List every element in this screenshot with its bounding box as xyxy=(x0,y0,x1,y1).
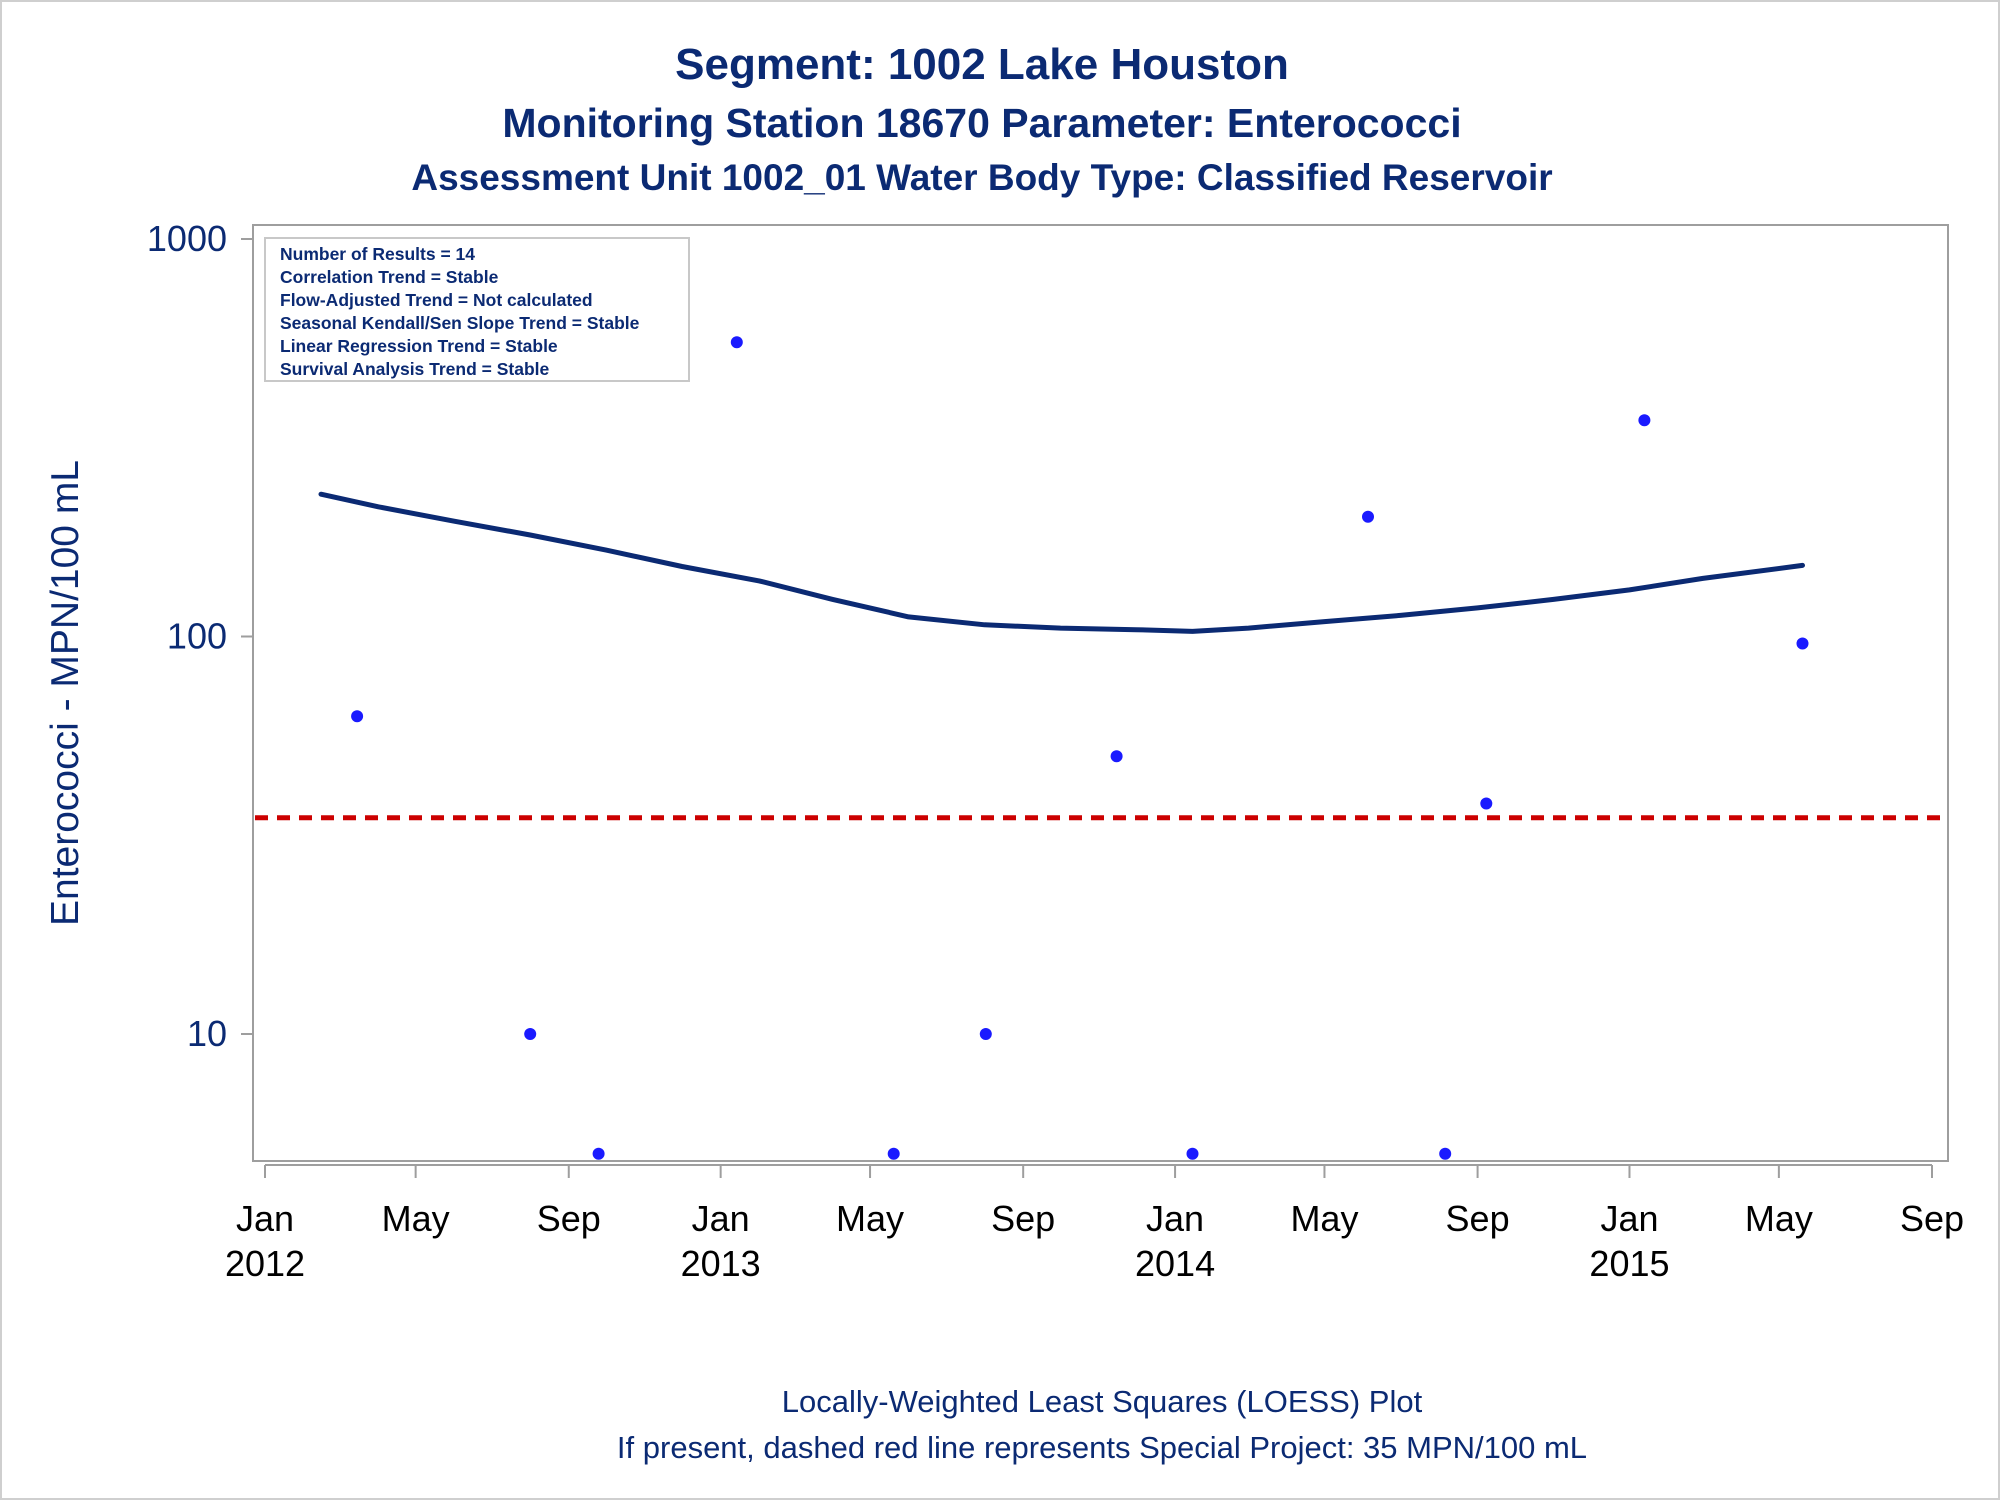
trend-summary-border xyxy=(264,237,690,382)
x-tick-month-9: Jan xyxy=(1600,1198,1658,1239)
x-tick-month-3: Jan xyxy=(692,1198,750,1239)
x-tick-month-6: Jan xyxy=(1146,1198,1204,1239)
data-point-8 xyxy=(1110,750,1123,763)
y-axis: 10 100 1000 xyxy=(147,218,253,1054)
chart-subtitle-assessment: Assessment Unit 1002_01 Water Body Type:… xyxy=(411,157,1552,198)
data-point-4 xyxy=(592,1147,605,1160)
x-tick-year-3: 2013 xyxy=(681,1243,761,1284)
x-tick-month-8: Sep xyxy=(1446,1198,1510,1239)
x-tick-month-4: May xyxy=(836,1198,904,1239)
inset-line-results: Number of Results = 14 xyxy=(280,244,475,264)
trend-summary-box: Number of Results = 14 Correlation Trend… xyxy=(264,237,690,382)
x-tick-month-7: May xyxy=(1290,1198,1358,1239)
data-points xyxy=(315,336,1809,1160)
inset-line-survival: Survival Analysis Trend = Stable xyxy=(280,359,550,379)
footnote-loess: Locally-Weighted Least Squares (LOESS) P… xyxy=(782,1384,1423,1419)
data-point-3 xyxy=(524,1028,537,1040)
x-tick-month-0: Jan xyxy=(236,1198,294,1239)
data-point-9 xyxy=(1186,1147,1199,1160)
data-point-5 xyxy=(730,336,743,349)
data-point-10 xyxy=(1362,510,1374,523)
data-point-11 xyxy=(1439,1147,1452,1160)
plot-area xyxy=(252,224,1949,1162)
chart-subtitle-station: Monitoring Station 18670 Parameter: Ente… xyxy=(502,100,1461,146)
x-tick-year-6: 2014 xyxy=(1135,1243,1215,1284)
data-point-7 xyxy=(979,1028,992,1040)
data-point-6 xyxy=(887,1147,900,1160)
loess-curve-group xyxy=(318,491,1805,634)
x-tick-year-0: 2012 xyxy=(225,1243,305,1284)
inset-line-correlation: Correlation Trend = Stable xyxy=(280,267,499,287)
y-tick-label-10: 10 xyxy=(187,1013,227,1054)
x-tick-month-5: Sep xyxy=(991,1198,1055,1239)
y-tick-label-1000: 1000 xyxy=(147,218,227,259)
y-axis-label: Enterococci - MPN/100 mL xyxy=(44,460,87,926)
y-tick-label-100: 100 xyxy=(167,616,227,657)
inset-line-seasonal-kendall: Seasonal Kendall/Sen Slope Trend = Stabl… xyxy=(280,313,640,333)
x-tick-year-9: 2015 xyxy=(1589,1243,1669,1284)
loess-line xyxy=(318,491,1805,634)
data-point-12 xyxy=(1480,797,1493,810)
footnote-reference: If present, dashed red line represents S… xyxy=(617,1430,1587,1465)
x-tick-month-2: Sep xyxy=(537,1198,601,1239)
data-point-13 xyxy=(1638,414,1651,427)
inset-line-linear-regression: Linear Regression Trend = Stable xyxy=(280,336,558,356)
data-point-14 xyxy=(1796,637,1809,650)
chart-title: Segment: 1002 Lake Houston xyxy=(675,40,1289,89)
x-tick-month-11: Sep xyxy=(1900,1198,1964,1239)
x-tick-month-10: May xyxy=(1745,1198,1813,1239)
x-tick-month-1: May xyxy=(382,1198,450,1239)
inset-line-flow-adjusted: Flow-Adjusted Trend = Not calculated xyxy=(280,290,593,310)
data-point-2 xyxy=(351,710,364,723)
